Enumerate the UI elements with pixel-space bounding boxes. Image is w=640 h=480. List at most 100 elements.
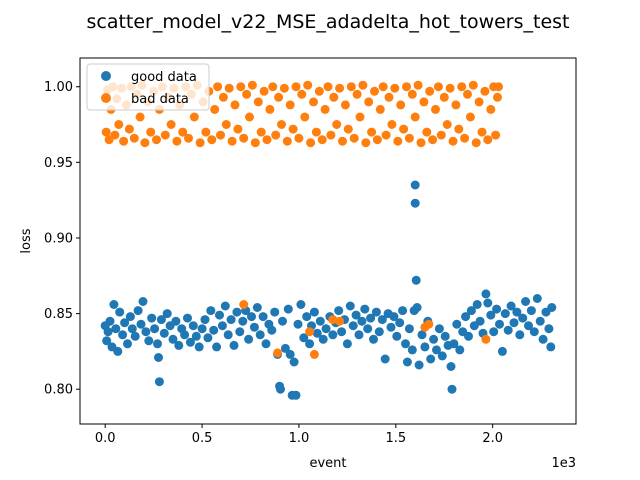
point-good-data — [503, 325, 513, 335]
point-bad-data — [250, 138, 260, 148]
point-good-data — [371, 307, 381, 317]
y-axis-label: loss — [19, 228, 34, 253]
point-good-data — [357, 316, 367, 326]
point-good-data — [209, 325, 219, 335]
point-bad-data — [463, 89, 472, 99]
point-bad-data — [160, 130, 170, 140]
point-bad-data — [210, 104, 220, 114]
point-good-data — [315, 316, 325, 326]
point-good-data — [238, 316, 248, 326]
point-good-data — [289, 357, 299, 367]
point-good-data — [138, 297, 148, 306]
point-good-data — [123, 339, 132, 349]
point-bad-data — [309, 97, 318, 107]
point-good-data — [249, 322, 259, 332]
point-bad-data — [352, 89, 362, 99]
point-good-data — [414, 360, 424, 370]
point-bad-data — [166, 120, 176, 129]
point-bad-data — [486, 104, 496, 114]
point-good-data — [360, 304, 370, 314]
point-bad-data — [372, 135, 382, 145]
point-good-data — [363, 324, 373, 334]
point-good-data — [215, 310, 224, 320]
point-bad-data — [387, 120, 397, 129]
point-good-data — [506, 301, 516, 311]
point-good-data — [446, 362, 456, 371]
point-good-data — [432, 345, 441, 355]
point-bad-data — [140, 138, 150, 148]
point-good-data — [285, 349, 295, 359]
point-bad-data — [201, 127, 211, 137]
point-bad-data — [317, 135, 327, 145]
point-bad-data — [428, 135, 438, 145]
point-bad-data — [129, 133, 139, 143]
point-good-data — [386, 322, 396, 332]
point-good-data — [305, 339, 315, 349]
point-bad-data — [239, 300, 249, 309]
point-bad-data — [114, 120, 124, 129]
point-bad-data — [300, 112, 310, 122]
point-good-data — [280, 343, 290, 353]
point-good-data — [247, 312, 256, 322]
point-good-data — [191, 331, 201, 341]
point-good-data — [302, 312, 312, 322]
y-tick-label: 0.80 — [44, 383, 73, 398]
point-good-data — [147, 313, 157, 323]
point-bad-data — [259, 86, 269, 96]
point-good-data — [374, 327, 384, 337]
point-bad-data — [242, 89, 252, 99]
point-bad-data — [329, 92, 339, 102]
point-bad-data — [218, 92, 228, 102]
point-good-data — [217, 321, 227, 331]
point-good-data — [464, 331, 473, 341]
point-good-data — [380, 354, 390, 364]
point-bad-data — [477, 127, 487, 137]
point-good-data — [389, 312, 399, 322]
point-good-data — [244, 334, 254, 344]
point-good-data — [153, 339, 162, 349]
point-bad-data — [239, 133, 249, 143]
point-bad-data — [424, 319, 434, 329]
point-bad-data — [338, 136, 347, 146]
x-tick-label: 0.0 — [95, 431, 116, 446]
point-good-data — [141, 327, 151, 337]
point-good-data — [526, 306, 536, 316]
point-bad-data — [274, 92, 284, 102]
point-good-data — [150, 324, 160, 334]
point-good-data — [411, 275, 421, 285]
points-layer — [100, 80, 557, 400]
point-good-data — [255, 330, 265, 340]
point-good-data — [133, 306, 143, 316]
point-bad-data — [268, 82, 278, 92]
point-good-data — [130, 331, 140, 341]
y-tick-label: 1.00 — [44, 80, 73, 95]
point-good-data — [200, 315, 210, 325]
point-good-data — [183, 313, 192, 323]
point-bad-data — [101, 127, 111, 137]
point-bad-data — [419, 97, 429, 107]
point-good-data — [412, 303, 422, 312]
point-bad-data — [297, 89, 307, 99]
point-good-data — [144, 336, 154, 346]
point-good-data — [159, 328, 169, 338]
point-good-data — [447, 384, 457, 394]
point-good-data — [524, 321, 533, 331]
point-bad-data — [236, 82, 246, 92]
point-good-data — [395, 318, 405, 328]
point-good-data — [125, 312, 135, 322]
legend-box — [86, 63, 210, 111]
legend-label-good-data: good data — [131, 70, 197, 85]
point-good-data — [417, 330, 427, 340]
point-bad-data — [110, 130, 120, 140]
point-good-data — [334, 306, 344, 316]
x-axis-ticks: 0.0 0.5 1.0 1.5 2.0 — [95, 424, 503, 446]
point-good-data — [492, 304, 502, 314]
point-good-data — [328, 330, 338, 340]
point-good-data — [309, 307, 319, 317]
point-good-data — [226, 315, 236, 325]
chart-title: scatter_model_v22_MSE_adadelta_hot_tower… — [86, 11, 569, 33]
point-good-data — [206, 306, 216, 316]
point-good-data — [270, 307, 280, 317]
point-good-data — [115, 307, 125, 317]
point-bad-data — [265, 104, 275, 114]
